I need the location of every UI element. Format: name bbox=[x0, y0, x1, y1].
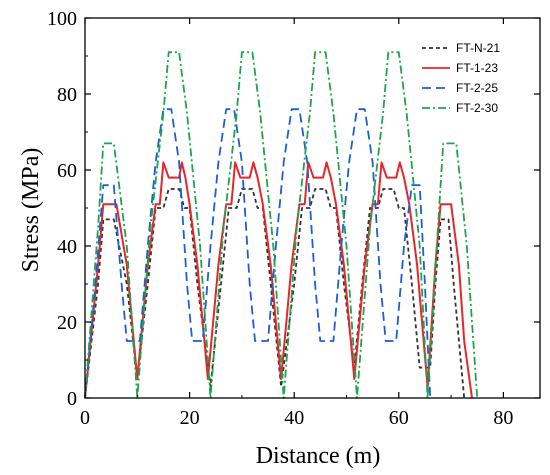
series-line-ft-n-21 bbox=[84, 188, 466, 399]
y-tick-label: 60 bbox=[57, 160, 77, 182]
y-tick-label: 0 bbox=[67, 388, 77, 410]
plot-frame bbox=[84, 17, 541, 399]
legend-label-ft-n-21: FT-N-21 bbox=[456, 41, 500, 55]
series-line-ft-2-25 bbox=[84, 108, 432, 399]
axes: 0 20 40 60 80 0 20 40 60 80 100 bbox=[47, 8, 541, 429]
y-axis-title: Stress (MPa) bbox=[18, 148, 44, 273]
x-axis-title: Distance (m) bbox=[256, 443, 381, 469]
legend: FT-N-21 FT-1-23 FT-2-25 FT-2-30 bbox=[422, 41, 500, 115]
legend-label-ft-2-30: FT-2-30 bbox=[456, 101, 498, 115]
legend-label-ft-2-25: FT-2-25 bbox=[456, 81, 498, 95]
x-tick-label: 20 bbox=[180, 407, 200, 429]
plot-area bbox=[84, 51, 479, 399]
legend-label-ft-1-23: FT-1-23 bbox=[456, 61, 498, 75]
series-line-ft-1-23 bbox=[84, 161, 473, 399]
x-tick-label: 60 bbox=[389, 407, 409, 429]
y-tick-label: 80 bbox=[57, 84, 77, 106]
x-tick-label: 0 bbox=[80, 407, 90, 429]
y-tick-label: 40 bbox=[57, 236, 77, 258]
y-tick-label: 100 bbox=[47, 8, 77, 30]
x-tick-label: 40 bbox=[284, 407, 304, 429]
y-tick-label: 20 bbox=[57, 312, 77, 334]
x-tick-label: 80 bbox=[493, 407, 513, 429]
